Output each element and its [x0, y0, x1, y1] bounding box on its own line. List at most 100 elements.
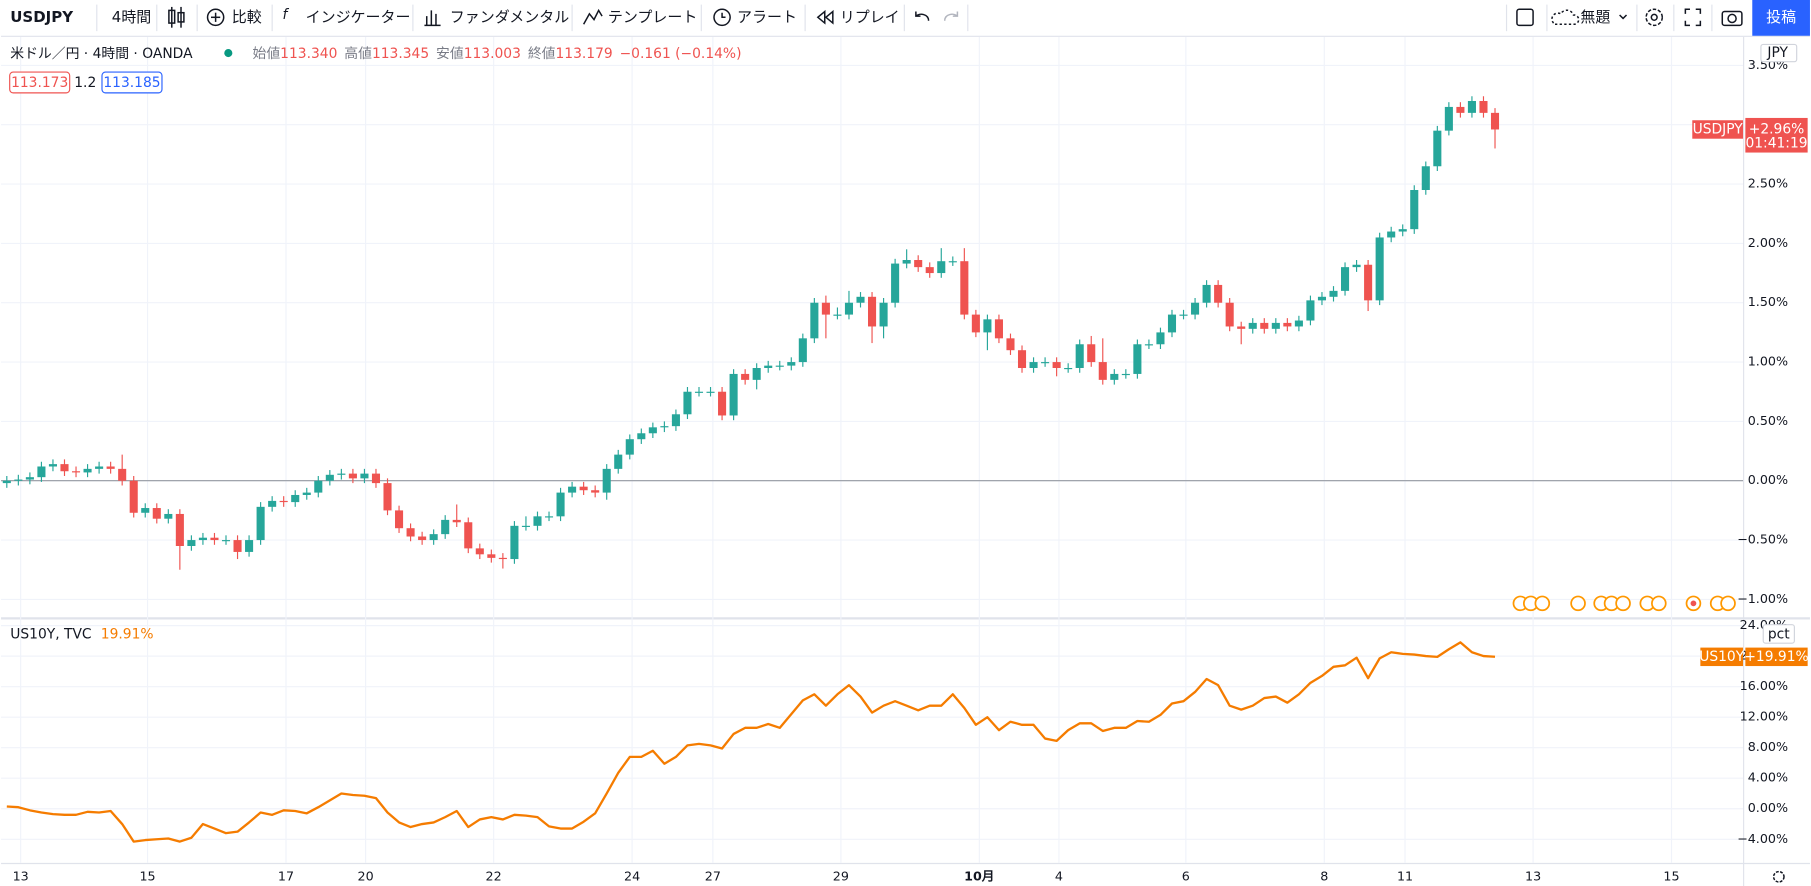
- candle-body: [879, 302, 888, 327]
- candle-body: [1202, 284, 1211, 303]
- sell-button[interactable]: [9, 71, 71, 94]
- candle-body: [718, 391, 727, 416]
- candle-body: [983, 319, 992, 333]
- chart-type-button[interactable]: [168, 6, 185, 28]
- replay-button[interactable]: リプレイ: [840, 8, 900, 26]
- candle-body: [1479, 100, 1488, 113]
- alert-button[interactable]: アラート: [737, 8, 797, 26]
- candle-body: [268, 500, 277, 507]
- unit-label[interactable]: pct: [1768, 627, 1790, 643]
- event-dot: [1690, 600, 1697, 607]
- undo-button[interactable]: [915, 11, 930, 21]
- buy-button[interactable]: [101, 71, 163, 94]
- price-badge-bg: [1745, 117, 1808, 153]
- ohlc-label: 始値: [253, 46, 281, 62]
- candle-body: [383, 483, 392, 511]
- candle-body: [1398, 229, 1407, 232]
- candle-body: [614, 454, 623, 469]
- candle-body: [498, 557, 507, 560]
- unit-button[interactable]: [1762, 624, 1795, 644]
- candle-body: [1064, 367, 1073, 370]
- publish-button[interactable]: 投稿: [1766, 8, 1796, 26]
- currency-button[interactable]: [1760, 43, 1798, 63]
- candle-body: [1075, 344, 1084, 368]
- fundamentals-button[interactable]: ファンダメンタル: [450, 8, 569, 26]
- toolbar-bg: [1, 0, 1810, 36]
- candle-body: [371, 473, 381, 484]
- candle-body: [1006, 338, 1015, 351]
- candle-body: [25, 477, 34, 480]
- ask-price[interactable]: 113.185: [103, 75, 160, 91]
- candle-body: [1110, 373, 1119, 380]
- line-badge-name-bg: [1700, 647, 1744, 667]
- candle-body: [1341, 267, 1350, 291]
- bid-price[interactable]: 113.173: [11, 75, 68, 91]
- candle-body: [475, 548, 484, 555]
- candle-body: [602, 468, 611, 493]
- candle-body: [821, 302, 830, 315]
- line-series: [6, 641, 1496, 843]
- layout-name[interactable]: 無題: [1580, 8, 1610, 26]
- lower-legend-value: 19.91%: [101, 627, 154, 643]
- compare-icon: [206, 8, 225, 27]
- snapshot-button[interactable]: [1721, 10, 1743, 27]
- candle-body: [706, 391, 715, 393]
- currency-label[interactable]: JPY: [1766, 45, 1788, 61]
- candle-body: [245, 540, 254, 552]
- chart-area: 13 15 17 20 22 24 27 29 10月 4 6 8 11 13 15 −1.00% −0.50%…: [1, 36, 1810, 886]
- candle-body: [1121, 373, 1130, 376]
- layout-button[interactable]: [1516, 8, 1534, 27]
- symbol-button[interactable]: USDJPY: [10, 8, 73, 26]
- candle-body: [660, 426, 669, 428]
- layout-caret[interactable]: [1619, 14, 1628, 20]
- candle-body: [106, 466, 115, 469]
- ohlc-value: 113.003: [464, 46, 521, 62]
- candle-body: [129, 480, 138, 513]
- templates-button[interactable]: テンプレート: [608, 8, 697, 26]
- candle-body: [1444, 106, 1453, 131]
- fullscreen-button[interactable]: [1684, 8, 1702, 27]
- candle-body: [833, 314, 842, 316]
- indicators-button[interactable]: インジケーター: [306, 8, 411, 26]
- candle-body: [752, 367, 761, 380]
- candle-body: [960, 261, 969, 315]
- y-tick-label: 8.00%: [1748, 739, 1788, 754]
- candle-body: [844, 302, 854, 315]
- axis-settings[interactable]: [1772, 870, 1785, 883]
- candle-body: [187, 540, 196, 547]
- candle-body: [937, 261, 946, 274]
- candle-body: [1329, 290, 1338, 297]
- settings-button[interactable]: [1645, 8, 1664, 27]
- y-tick-label: 2.50%: [1748, 176, 1788, 191]
- candle-body: [60, 464, 69, 472]
- compare-button[interactable]: 比較: [232, 8, 262, 26]
- price-axis-bg: [1743, 36, 1810, 863]
- candle-body: [1271, 322, 1280, 329]
- ohlc-label: 終値: [528, 46, 556, 62]
- candle-body: [95, 466, 104, 469]
- candle-body: [2, 480, 11, 484]
- interval-button[interactable]: 4時間: [112, 8, 152, 26]
- candle-body: [441, 519, 450, 535]
- candle-body: [671, 414, 680, 427]
- redo-button[interactable]: [943, 11, 959, 21]
- x-tick-label: 15: [1663, 868, 1679, 883]
- candle-body: [556, 492, 565, 517]
- candle-body: [152, 508, 161, 519]
- price-countdown: 01:41:19: [1745, 135, 1807, 151]
- candle-body: [291, 494, 300, 503]
- candle-body: [279, 500, 288, 503]
- candle-body: [14, 479, 23, 481]
- candle-body: [591, 490, 600, 493]
- candle-body: [868, 296, 877, 327]
- candle-body: [1087, 344, 1096, 363]
- x-tick-label: 24: [624, 868, 640, 883]
- cloud-icon: [1551, 9, 1580, 25]
- publish-bg[interactable]: [1752, 0, 1810, 36]
- candle-body: [971, 314, 980, 333]
- candle-body: [83, 468, 92, 473]
- toolbar: USDJPY 4時間 比較 f インジケーター ファンダメンタル テンプレート …: [1, 0, 1810, 37]
